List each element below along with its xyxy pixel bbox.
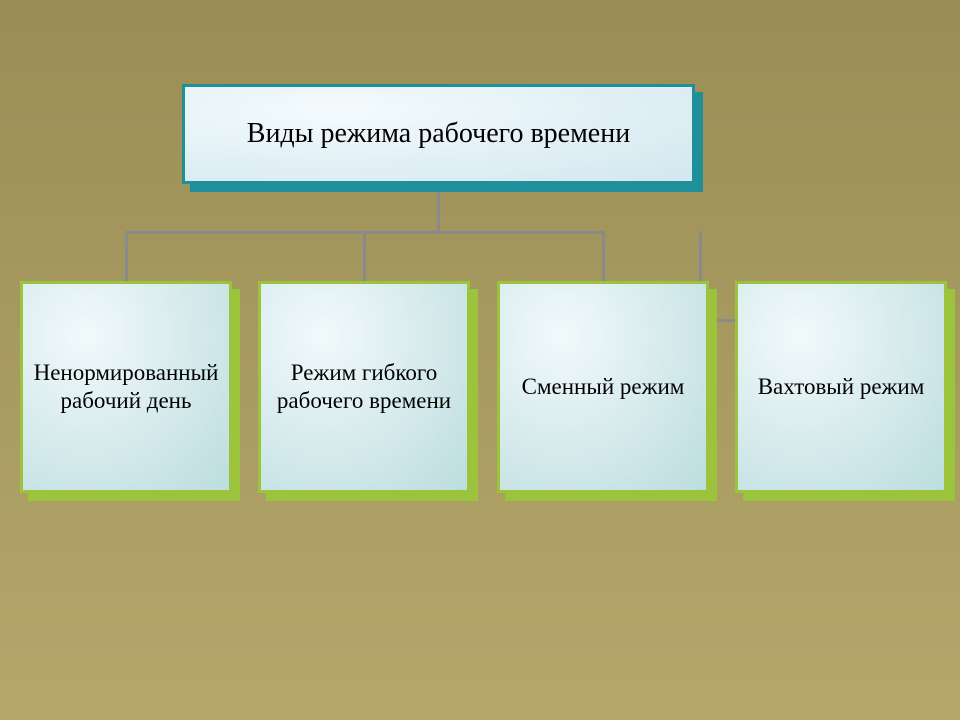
child-node-label: Режим гибкого рабочего времени (265, 359, 463, 414)
root-node-label: Виды режима рабочего времени (247, 117, 630, 151)
root-node: Виды режима рабочего времени (182, 84, 695, 184)
child-node: Вахтовый режим (735, 281, 947, 493)
child-node: Ненормированный рабочий день (20, 281, 232, 493)
diagram-canvas: Виды режима рабочего времени Ненормирова… (0, 0, 960, 720)
connector-line (602, 231, 605, 282)
child-node: Режим гибкого рабочего времени (258, 281, 470, 493)
child-node: Сменный режим (497, 281, 709, 493)
connector-line (363, 231, 366, 282)
child-node-label: Сменный режим (522, 373, 685, 401)
child-node-label: Ненормированный рабочий день (27, 359, 225, 414)
child-node-label: Вахтовый режим (758, 373, 925, 401)
connector-line (125, 231, 128, 282)
